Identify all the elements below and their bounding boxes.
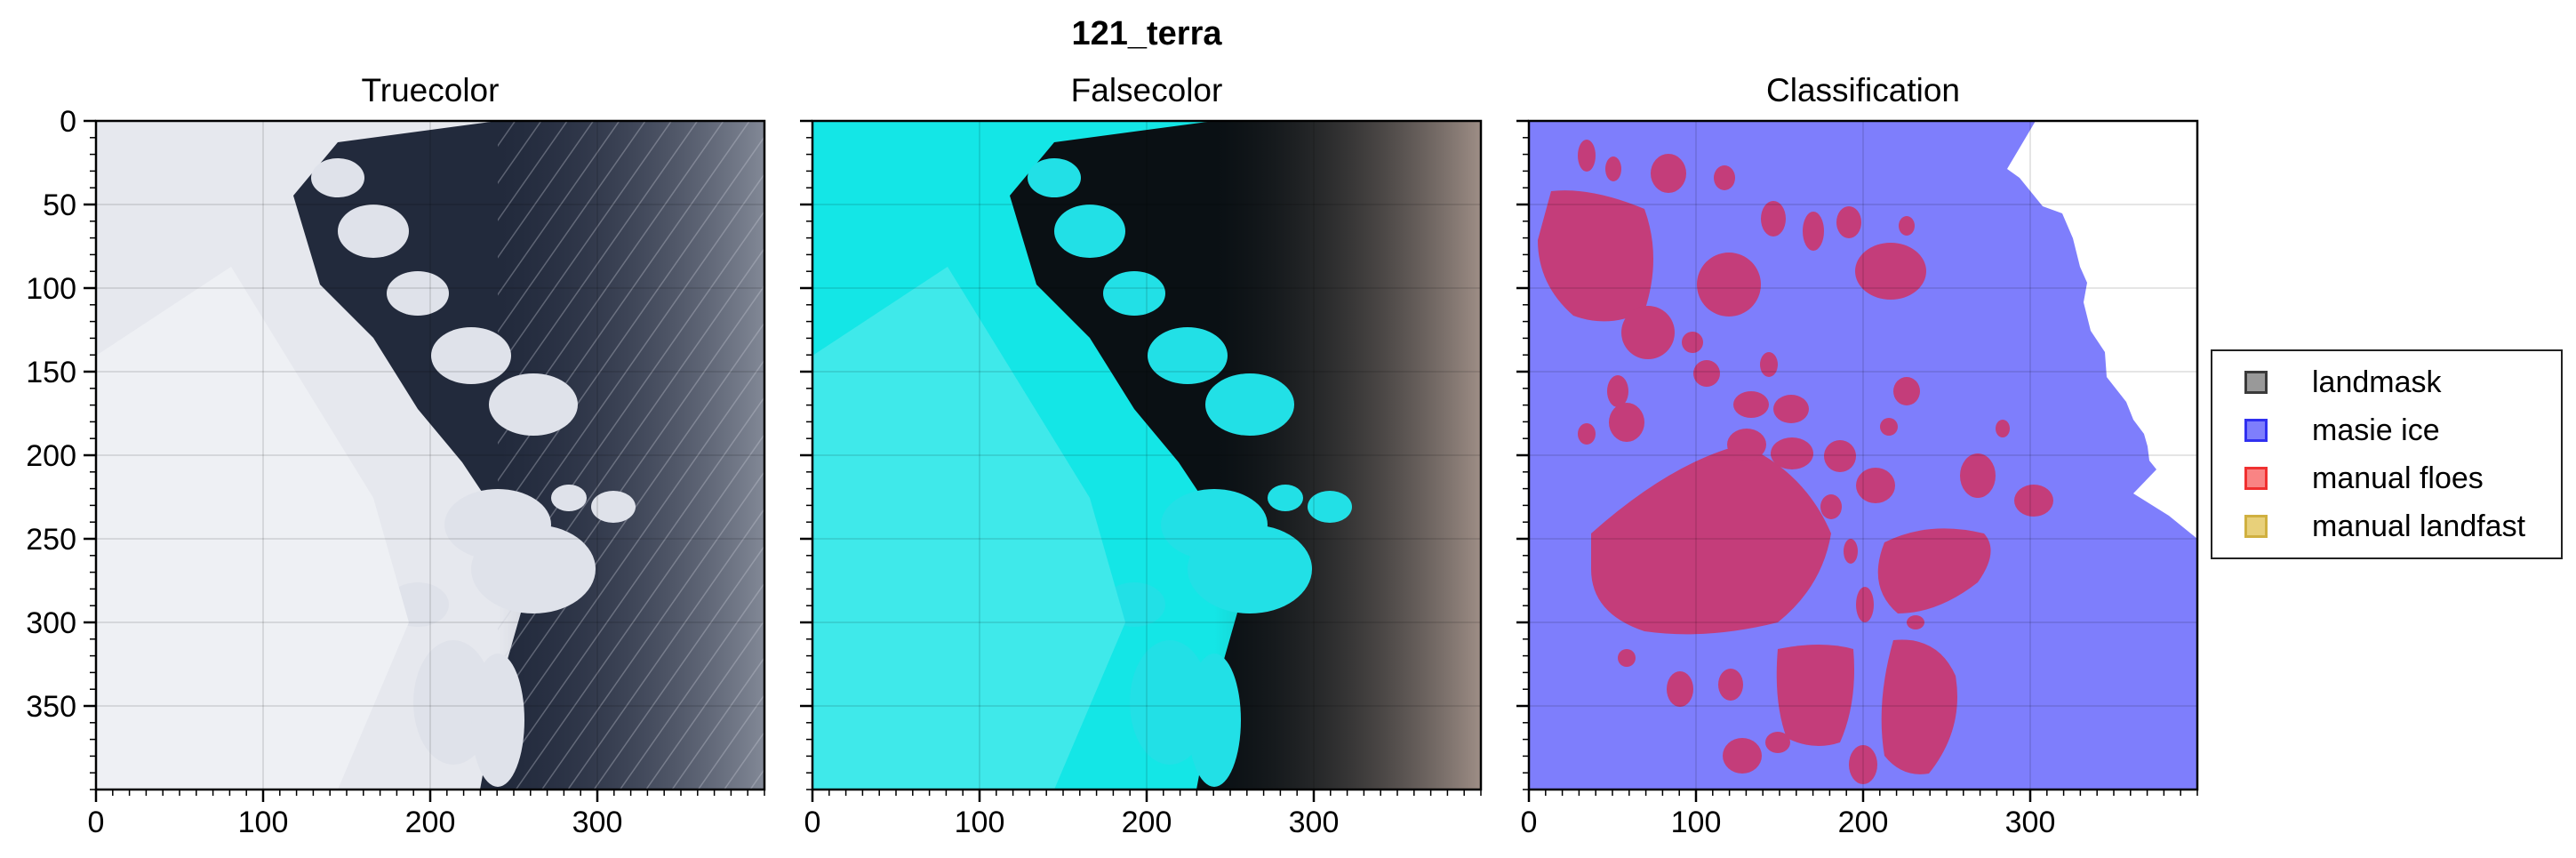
x-tick-label: 300 bbox=[2005, 806, 2056, 839]
axis-ticks: 0 100 200 300 0 50 100 150 200 250 300 350 0 100 200 30… bbox=[26, 105, 2198, 839]
panel-title: Truecolor bbox=[362, 72, 500, 108]
truecolor-image bbox=[96, 121, 764, 790]
x-tick-label: 0 bbox=[1521, 806, 1538, 839]
legend-item-landmask: landmask bbox=[2244, 365, 2442, 399]
panel-title: Classification bbox=[1766, 72, 1960, 108]
legend-swatch-manual-floes bbox=[2244, 467, 2268, 490]
x-tick-label: 0 bbox=[88, 806, 105, 839]
y-tick-label: 0 bbox=[60, 105, 76, 139]
legend-label: masie ice bbox=[2312, 413, 2440, 447]
legend-label: manual landfast bbox=[2312, 509, 2526, 543]
x-tick-label: 300 bbox=[1289, 806, 1340, 839]
panel-classification: Classification bbox=[1527, 72, 2199, 791]
falsecolor-image bbox=[812, 121, 1481, 790]
grid-truecolor bbox=[96, 121, 764, 790]
y-tick-label: 300 bbox=[26, 606, 76, 640]
legend-swatch-masie-ice bbox=[2244, 419, 2268, 442]
manual-floes bbox=[1538, 140, 2053, 784]
legend-label: manual floes bbox=[2312, 461, 2484, 495]
panel-title: Falsecolor bbox=[1071, 72, 1223, 108]
x-tick-label: 300 bbox=[572, 806, 623, 839]
y-tick-label: 200 bbox=[26, 439, 76, 473]
x-tick-label: 0 bbox=[804, 806, 821, 839]
x-tick-label: 100 bbox=[238, 806, 289, 839]
y-tick-label: 100 bbox=[26, 272, 76, 306]
x-tick-label: 100 bbox=[955, 806, 1005, 839]
legend-item-manual-floes: manual floes bbox=[2244, 461, 2484, 495]
grid-falsecolor bbox=[812, 121, 1481, 790]
classification-mask bbox=[1529, 121, 2197, 790]
legend-swatch-manual-landfast bbox=[2244, 515, 2268, 538]
figure-title: 121_terra bbox=[1071, 15, 1222, 52]
legend-item-manual-landfast: manual landfast bbox=[2244, 509, 2525, 543]
y-tick-label: 250 bbox=[26, 523, 76, 557]
panel-falsecolor: Falsecolor bbox=[811, 72, 1483, 791]
x-tick-label: 200 bbox=[1838, 806, 1889, 839]
x-tick-label: 200 bbox=[405, 806, 456, 839]
x-tick-label: 100 bbox=[1671, 806, 1722, 839]
y-tick-label: 350 bbox=[26, 690, 76, 724]
legend-swatch-landmask bbox=[2244, 371, 2268, 394]
grid-classification bbox=[1529, 121, 2197, 790]
panel-truecolor: Truecolor bbox=[94, 72, 766, 791]
y-tick-label: 50 bbox=[43, 188, 76, 222]
x-tick-label: 200 bbox=[1122, 806, 1172, 839]
legend-label: landmask bbox=[2312, 365, 2442, 399]
legend: landmask masie ice manual floes manual l… bbox=[2211, 349, 2563, 559]
y-tick-label: 150 bbox=[26, 356, 76, 389]
legend-item-masie-ice: masie ice bbox=[2244, 413, 2440, 447]
